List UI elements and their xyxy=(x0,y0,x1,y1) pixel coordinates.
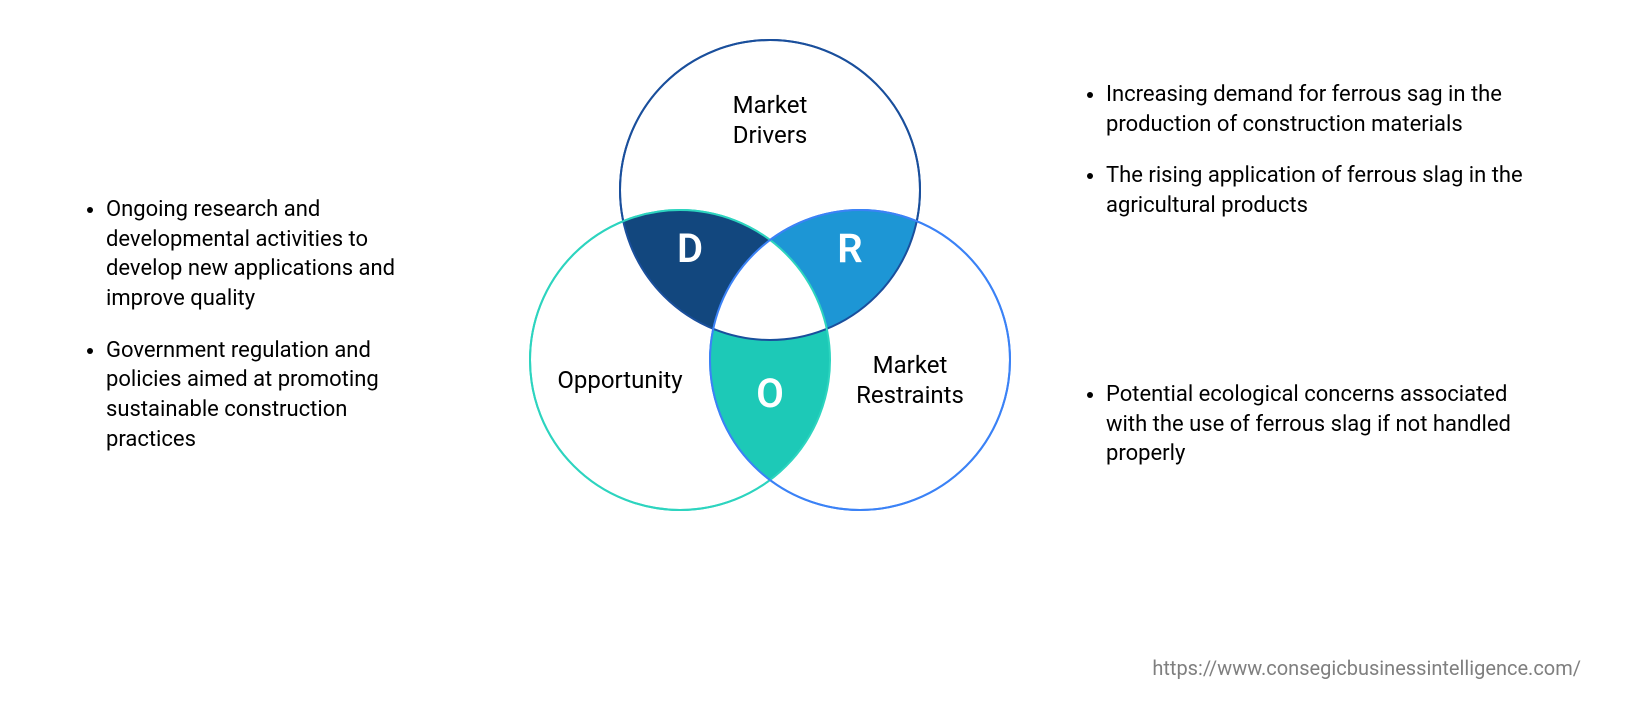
list-item: Increasing demand for ferrous sag in the… xyxy=(1106,80,1540,139)
letter-r: R xyxy=(820,225,880,272)
opportunity-bullets: Ongoing research and developmental activ… xyxy=(80,195,410,477)
letter-o: O xyxy=(740,370,800,417)
venn-diagram: Market Drivers Opportunity Market Restra… xyxy=(470,30,1070,590)
list-item: Potential ecological concerns associated… xyxy=(1106,380,1520,469)
list-item: Ongoing research and developmental activ… xyxy=(106,195,410,314)
source-url: https://www.consegicbusinessintelligence… xyxy=(1152,656,1581,680)
label-restraints: Market Restraints xyxy=(840,350,980,410)
list-item: The rising application of ferrous slag i… xyxy=(1106,161,1540,220)
list-item: Government regulation and policies aimed… xyxy=(106,336,410,455)
infographic-stage: Ongoing research and developmental activ… xyxy=(0,0,1641,708)
label-drivers: Market Drivers xyxy=(710,90,830,150)
letter-d: D xyxy=(660,225,720,272)
label-opportunity: Opportunity xyxy=(540,365,700,395)
drivers-bullets: Increasing demand for ferrous sag in the… xyxy=(1080,80,1540,243)
restraints-bullets: Potential ecological concerns associated… xyxy=(1080,380,1520,491)
